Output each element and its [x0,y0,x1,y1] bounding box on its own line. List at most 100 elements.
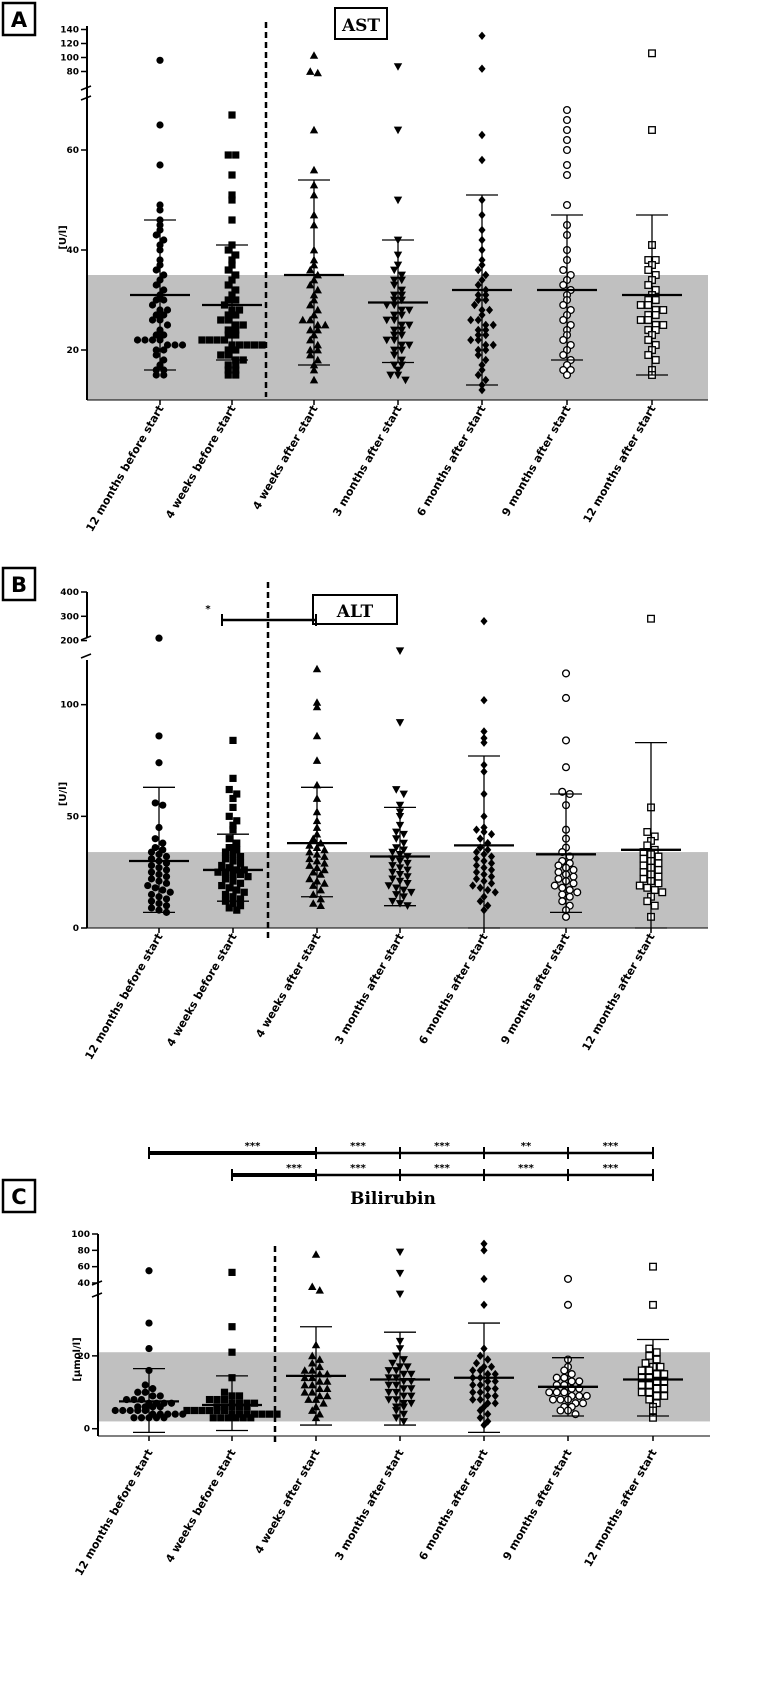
y-tick-label: 120 [60,40,79,50]
panel-b: B ALT [1,566,398,625]
data-point [160,346,168,354]
data-point [637,1381,646,1389]
data-point [305,874,314,883]
data-point [155,759,163,767]
data-point [306,325,315,334]
data-point [395,647,405,655]
x-tick-label: 4 weeks before start [164,931,240,1049]
data-point [221,848,230,856]
y-tick-label: 80 [66,68,79,78]
data-point [660,1370,669,1379]
data-point [162,902,171,910]
data-point [233,846,241,854]
data-point [313,285,322,294]
significance-label: *** [350,1163,366,1174]
data-point [312,780,322,789]
data-point [119,1406,127,1415]
data-point [258,1410,266,1418]
data-point [232,271,240,279]
panel-b-title: ALT [336,602,374,622]
data-point [565,885,574,895]
data-point [258,341,266,349]
data-point [645,1366,654,1375]
data-point [233,886,241,894]
data-point [480,727,488,736]
data-point [472,847,481,857]
data-point [397,291,406,300]
data-point [567,1377,576,1386]
data-point [147,875,156,883]
data-point [491,1377,499,1386]
x-tick-label: 4 weeks after start [250,403,320,512]
data-point [384,1388,393,1397]
data-point [480,1300,488,1310]
data-point [660,1391,669,1400]
data-point [244,873,252,881]
data-point [233,817,241,825]
series-1 [203,736,263,914]
data-point [644,351,653,359]
data-point [305,847,314,856]
significance-label: *** [434,1141,450,1152]
data-point [308,1358,317,1367]
data-point [641,1359,650,1368]
data-point [155,732,163,740]
data-point [484,1377,492,1386]
data-point [390,361,399,370]
data-point [309,867,318,876]
data-point [382,336,391,345]
data-point [220,1406,229,1415]
data-point [399,893,408,901]
data-point [644,281,653,289]
panel-b-badge [1,566,37,602]
data-point [562,105,572,115]
data-point [559,300,568,310]
y-tick-label: 60 [77,1263,90,1273]
data-point [166,888,174,896]
data-point [392,1407,401,1415]
data-point [228,196,236,204]
data-point [312,664,322,673]
data-point [147,868,156,876]
data-point [151,884,159,892]
data-point [306,345,315,354]
data-point [313,345,322,354]
panel-b-label: B [11,573,27,597]
data-point [305,841,314,849]
y-tick-label: 20 [77,1352,90,1362]
data-point [308,1373,317,1382]
data-point [469,1380,477,1390]
data-point [647,614,655,623]
data-point [160,356,168,364]
data-point [134,1406,142,1415]
data-point [561,763,571,772]
data-point [148,316,157,324]
data-point [469,881,477,890]
data-point [482,295,490,305]
data-point [562,200,572,210]
data-point [147,897,156,905]
data-point [650,901,659,910]
data-point [654,859,663,868]
data-point [316,870,325,878]
data-point [228,216,236,224]
data-point [644,316,653,324]
data-point [309,375,319,384]
data-point [562,145,572,155]
data-point [652,1384,661,1393]
data-point [487,872,496,881]
data-point [145,1344,153,1353]
data-point [224,1414,232,1422]
data-point [250,1410,259,1418]
data-point [474,315,482,325]
data-point [221,875,230,883]
data-point [395,1248,405,1257]
data-point [309,834,318,843]
data-point [323,1377,332,1385]
data-point [308,1380,317,1389]
data-point [213,336,221,344]
data-point [392,1374,401,1382]
data-point [315,1391,324,1400]
data-point [399,1370,408,1379]
data-point [308,1282,317,1291]
